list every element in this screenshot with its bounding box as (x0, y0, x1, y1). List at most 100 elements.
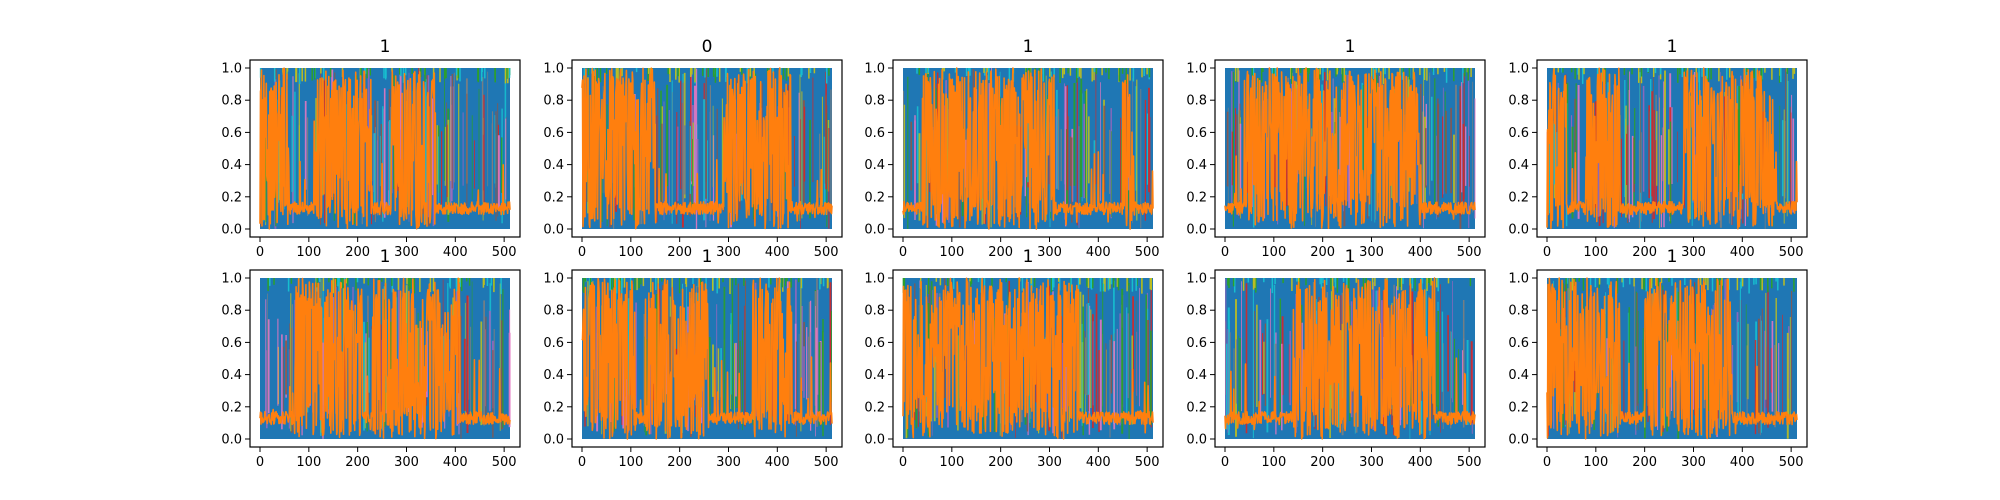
y-tick-label: 0.0 (543, 223, 564, 238)
y-tick-label: 0.4 (1508, 158, 1529, 173)
x-tick-label: 0 (1543, 245, 1551, 260)
y-tick-label: 0.2 (221, 400, 242, 415)
y-tick-label: 0.8 (1186, 304, 1207, 319)
y-tick-label: 1.0 (864, 62, 885, 77)
y-tick-label: 1.0 (543, 62, 564, 77)
y-tick-label: 0.0 (1508, 223, 1529, 238)
y-tick-label: 0.2 (543, 400, 564, 415)
x-tick-label: 300 (1037, 245, 1062, 260)
y-tick-label: 0.0 (221, 223, 242, 238)
subplot-title: 1 (1345, 247, 1356, 267)
x-tick-label: 400 (443, 455, 468, 470)
subplot-4: 0 100 200 300 400 500 0.0 0.2 0.4 0.6 0.8 1.0 1 (1186, 37, 1486, 260)
subplot-7: 0 100 200 300 400 500 0.0 0.2 0.4 0.6 0.8 1.0 1 (543, 247, 843, 470)
x-tick-label: 0 (1543, 455, 1551, 470)
x-tick-label: 400 (1730, 455, 1755, 470)
y-tick-label: 0.4 (1508, 368, 1529, 383)
subplot-2: 0 100 200 300 400 500 0.0 0.2 0.4 0.6 0.8 1.0 0 (543, 37, 843, 260)
subplot-title: 1 (380, 247, 391, 267)
x-tick-label: 300 (716, 245, 741, 260)
subplot-5: 0 100 200 300 400 500 0.0 0.2 0.4 0.6 0.8 1.0 1 (1508, 37, 1808, 260)
y-tick-label: 0.6 (221, 336, 242, 351)
x-tick-label: 500 (492, 455, 517, 470)
x-tick-label: 400 (765, 455, 790, 470)
x-tick-label: 500 (1779, 455, 1804, 470)
axes-frame (249, 269, 521, 448)
axes-frame (892, 59, 1164, 238)
subplot-title: 1 (380, 37, 391, 57)
y-tick-label: 1.0 (221, 272, 242, 287)
y-tick-label: 0.4 (864, 368, 885, 383)
x-tick-label: 400 (765, 245, 790, 260)
x-tick-label: 300 (394, 455, 419, 470)
y-tick-label: 0.6 (221, 126, 242, 141)
x-tick-label: 100 (1261, 455, 1286, 470)
y-tick-label: 0.8 (543, 94, 564, 109)
y-tick-label: 0.4 (1186, 158, 1207, 173)
x-tick-label: 300 (1681, 245, 1706, 260)
x-tick-label: 200 (667, 245, 692, 260)
axes-frame (1536, 59, 1808, 238)
y-tick-label: 0.2 (864, 400, 885, 415)
x-tick-label: 300 (394, 245, 419, 260)
subplot-title: 1 (1667, 247, 1678, 267)
subplot-title: 1 (1667, 37, 1678, 57)
x-tick-label: 100 (1261, 245, 1286, 260)
x-tick-label: 200 (1632, 245, 1657, 260)
x-tick-label: 400 (1408, 455, 1433, 470)
x-tick-label: 0 (1221, 455, 1229, 470)
x-tick-label: 0 (578, 455, 586, 470)
plot-area (581, 67, 833, 230)
y-tick-label: 0.6 (1508, 336, 1529, 351)
plot-area (1224, 67, 1476, 229)
plot-area (259, 67, 511, 230)
x-tick-label: 500 (1457, 245, 1482, 260)
plot-area (1546, 277, 1798, 440)
x-tick-label: 200 (1632, 455, 1657, 470)
y-tick-label: 0.8 (543, 304, 564, 319)
x-tick-label: 300 (1359, 245, 1384, 260)
x-tick-label: 200 (988, 245, 1013, 260)
series-main-line (259, 277, 511, 440)
x-tick-label: 200 (667, 455, 692, 470)
series-main-line (1224, 67, 1476, 229)
x-tick-label: 200 (1310, 455, 1335, 470)
series-main-line (1546, 67, 1798, 230)
x-tick-label: 100 (1583, 245, 1608, 260)
axes-frame (1214, 269, 1486, 448)
x-tick-label: 200 (345, 245, 370, 260)
y-tick-label: 0.0 (864, 433, 885, 448)
x-tick-label: 500 (814, 245, 839, 260)
x-tick-label: 500 (492, 245, 517, 260)
y-tick-label: 0.8 (864, 304, 885, 319)
x-tick-label: 400 (443, 245, 468, 260)
series-main-line (1224, 277, 1476, 440)
series-main-line (259, 67, 511, 230)
x-tick-label: 0 (899, 245, 907, 260)
subplot-3: 0 100 200 300 400 500 0.0 0.2 0.4 0.6 0.8 1.0 1 (864, 37, 1164, 260)
series-main-line (581, 67, 833, 230)
series-main-line (902, 277, 1154, 440)
subplot-1: 0 100 200 300 400 500 0.0 0.2 0.4 0.6 0.8 1.0 1 (221, 37, 521, 260)
x-tick-label: 100 (618, 455, 643, 470)
y-tick-label: 0.2 (543, 190, 564, 205)
y-tick-label: 0.6 (1186, 336, 1207, 351)
y-tick-label: 0.0 (1508, 433, 1529, 448)
x-tick-label: 500 (814, 455, 839, 470)
y-tick-label: 0.6 (864, 336, 885, 351)
y-tick-label: 1.0 (864, 272, 885, 287)
y-tick-label: 0.0 (864, 223, 885, 238)
y-tick-label: 1.0 (1508, 62, 1529, 77)
axes-frame (571, 59, 843, 238)
y-tick-label: 0.8 (221, 94, 242, 109)
y-tick-label: 0.6 (864, 126, 885, 141)
subplot-title: 1 (702, 247, 713, 267)
y-tick-label: 0.8 (221, 304, 242, 319)
y-tick-label: 0.4 (221, 158, 242, 173)
subplot-6: 0 100 200 300 400 500 0.0 0.2 0.4 0.6 0.8 1.0 1 (221, 247, 521, 470)
y-tick-label: 0.2 (1186, 190, 1207, 205)
subplot-title: 1 (1345, 37, 1356, 57)
subplot-9: 0 100 200 300 400 500 0.0 0.2 0.4 0.6 0.8 1.0 1 (1186, 247, 1486, 470)
x-tick-label: 0 (1221, 245, 1229, 260)
